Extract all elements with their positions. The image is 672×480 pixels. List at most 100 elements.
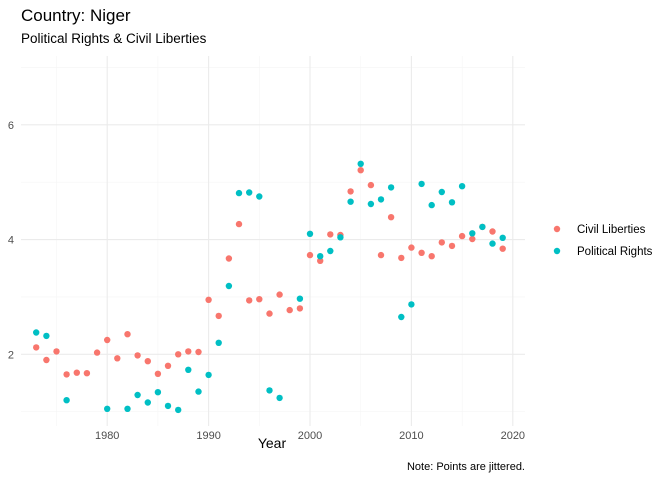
data-point bbox=[306, 230, 314, 237]
data-point bbox=[448, 242, 456, 250]
data-point bbox=[73, 369, 81, 376]
legend-key bbox=[553, 225, 561, 233]
data-point bbox=[428, 253, 435, 260]
data-point bbox=[377, 251, 385, 259]
data-point bbox=[185, 366, 192, 373]
data-point bbox=[337, 234, 344, 241]
chart-caption: Note: Points are jittered. bbox=[407, 461, 525, 473]
x-tick-label: 1980 bbox=[95, 430, 119, 442]
legend-label: Political Rights bbox=[577, 246, 653, 258]
data-point bbox=[387, 214, 395, 221]
data-point bbox=[398, 313, 405, 321]
data-point bbox=[235, 220, 243, 228]
data-point bbox=[317, 253, 324, 260]
data-point bbox=[134, 352, 141, 359]
data-point bbox=[266, 310, 273, 317]
data-point bbox=[327, 231, 334, 238]
data-point bbox=[124, 405, 131, 412]
data-point bbox=[276, 291, 283, 298]
data-point bbox=[104, 405, 111, 412]
data-point bbox=[266, 387, 273, 394]
data-point bbox=[367, 181, 375, 189]
data-point bbox=[347, 198, 354, 205]
data-point bbox=[256, 296, 263, 303]
data-point bbox=[124, 331, 131, 338]
data-point bbox=[438, 239, 445, 246]
data-point bbox=[43, 332, 50, 340]
data-point bbox=[246, 189, 253, 196]
data-point bbox=[154, 389, 162, 396]
plot-grid bbox=[21, 56, 525, 426]
data-point bbox=[134, 391, 141, 399]
data-point bbox=[398, 254, 405, 262]
data-point bbox=[246, 297, 253, 304]
data-point bbox=[418, 249, 425, 256]
axis-ticks: 1980 1990 2000 2010 2020 2 4 6 bbox=[8, 120, 525, 442]
data-point bbox=[93, 349, 101, 356]
data-point bbox=[448, 199, 456, 206]
data-point bbox=[408, 244, 415, 251]
data-point bbox=[175, 351, 182, 358]
x-tick-label: 2020 bbox=[501, 430, 525, 442]
data-point bbox=[225, 282, 233, 290]
data-point bbox=[225, 255, 233, 262]
data-point bbox=[327, 247, 334, 255]
data-point bbox=[53, 348, 60, 355]
x-axis-title: Year bbox=[258, 435, 287, 451]
data-point bbox=[296, 305, 304, 312]
data-point bbox=[469, 235, 476, 243]
y-tick-label: 6 bbox=[8, 120, 14, 132]
data-point bbox=[164, 362, 172, 369]
x-tick-label: 2000 bbox=[298, 430, 322, 442]
data-point bbox=[114, 355, 121, 362]
data-point bbox=[347, 188, 354, 195]
chart-subtitle: Political Rights & Civil Liberties bbox=[21, 31, 207, 46]
data-point bbox=[479, 223, 486, 231]
data-point bbox=[418, 180, 425, 188]
data-point bbox=[276, 394, 283, 402]
y-tick-label: 4 bbox=[8, 235, 14, 247]
data-point bbox=[367, 200, 375, 208]
data-point bbox=[63, 397, 70, 404]
data-point bbox=[83, 370, 91, 377]
y-tick-label: 2 bbox=[8, 349, 14, 361]
data-point bbox=[175, 406, 182, 414]
data-point bbox=[458, 232, 466, 240]
data-point bbox=[489, 240, 496, 247]
data-point bbox=[306, 251, 314, 259]
data-point bbox=[357, 167, 364, 174]
data-point bbox=[43, 356, 50, 364]
data-point bbox=[205, 371, 212, 379]
data-point bbox=[63, 371, 70, 378]
data-point bbox=[144, 358, 151, 365]
data-point bbox=[164, 402, 172, 410]
data-point bbox=[33, 344, 40, 351]
legend: Civil Liberties Political Rights bbox=[553, 224, 653, 258]
chart-title: Country: Niger bbox=[21, 6, 131, 25]
data-point bbox=[387, 184, 395, 191]
data-point bbox=[195, 348, 202, 356]
data-point bbox=[489, 228, 496, 235]
data-point bbox=[408, 301, 415, 308]
data-point bbox=[458, 183, 466, 190]
data-point bbox=[317, 257, 324, 264]
x-tick-label: 1990 bbox=[196, 430, 220, 442]
data-point bbox=[357, 160, 364, 167]
data-point bbox=[215, 339, 222, 346]
data-point bbox=[205, 296, 212, 303]
data-point bbox=[185, 348, 192, 355]
data-point bbox=[144, 399, 151, 406]
data-point bbox=[428, 201, 435, 209]
data-point bbox=[195, 388, 202, 395]
data-point bbox=[33, 329, 40, 336]
data-point bbox=[286, 306, 293, 314]
data-point bbox=[235, 189, 243, 197]
data-point bbox=[256, 193, 263, 200]
data-point bbox=[499, 245, 506, 252]
legend-key bbox=[553, 247, 561, 255]
data-point bbox=[104, 336, 111, 344]
x-tick-label: 2010 bbox=[399, 430, 423, 442]
data-point bbox=[469, 230, 476, 237]
data-point bbox=[499, 234, 506, 241]
